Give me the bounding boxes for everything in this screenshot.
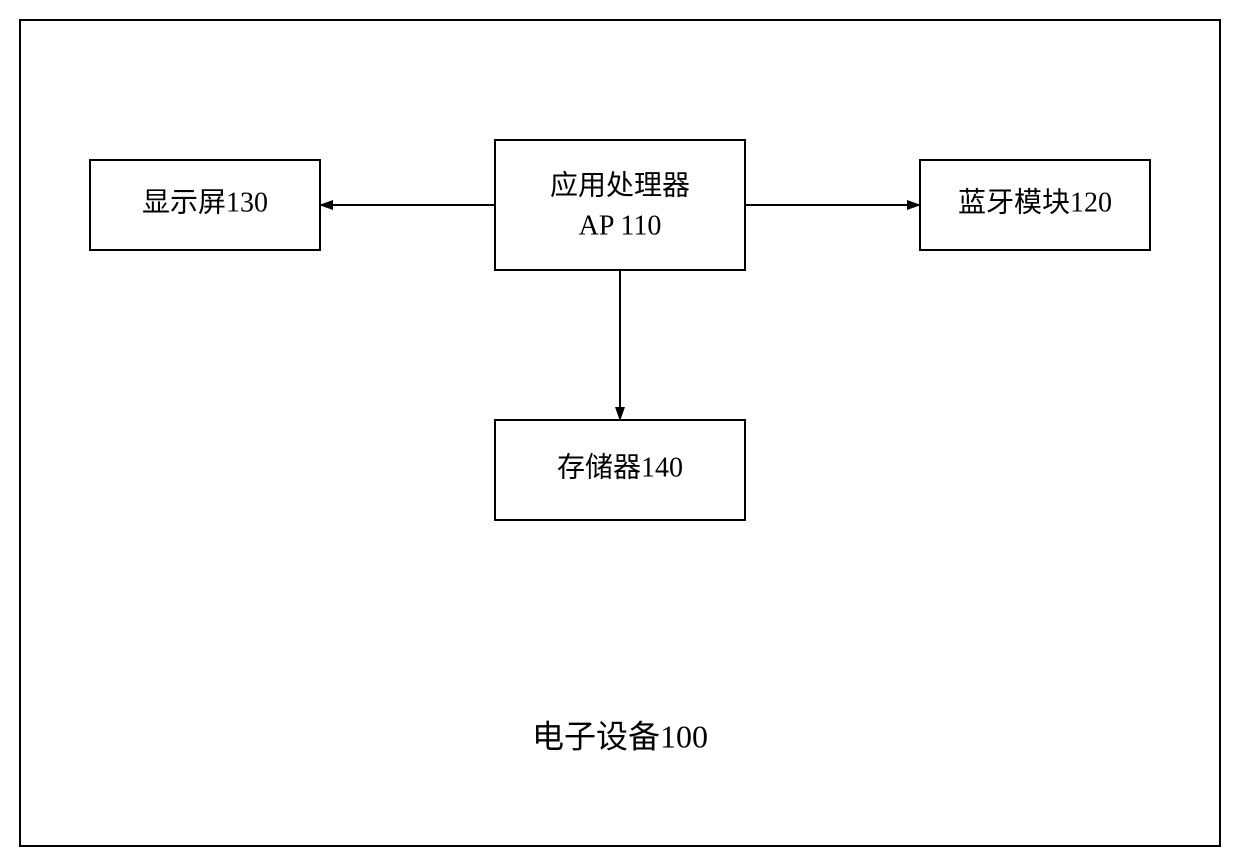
node-display-label-0: 显示屏130 bbox=[142, 187, 268, 218]
node-ap-label-0: 应用处理器 bbox=[550, 169, 690, 201]
node-display: 显示屏130 bbox=[90, 160, 320, 250]
node-ap-box bbox=[495, 140, 745, 270]
node-mem-label-0: 存储器140 bbox=[557, 451, 683, 483]
device-caption: 电子设备100 bbox=[532, 718, 708, 754]
node-ap: 应用处理器 AP 110 bbox=[495, 140, 745, 270]
diagram-canvas: 显示屏130 应用处理器 AP 110 蓝牙模块120 存储器140 电子设备100 bbox=[0, 0, 1240, 866]
node-bt: 蓝牙模块120 bbox=[920, 160, 1150, 250]
node-ap-label-1: AP 110 bbox=[579, 210, 662, 241]
node-mem: 存储器140 bbox=[495, 420, 745, 520]
node-bt-label-0: 蓝牙模块120 bbox=[958, 186, 1112, 218]
